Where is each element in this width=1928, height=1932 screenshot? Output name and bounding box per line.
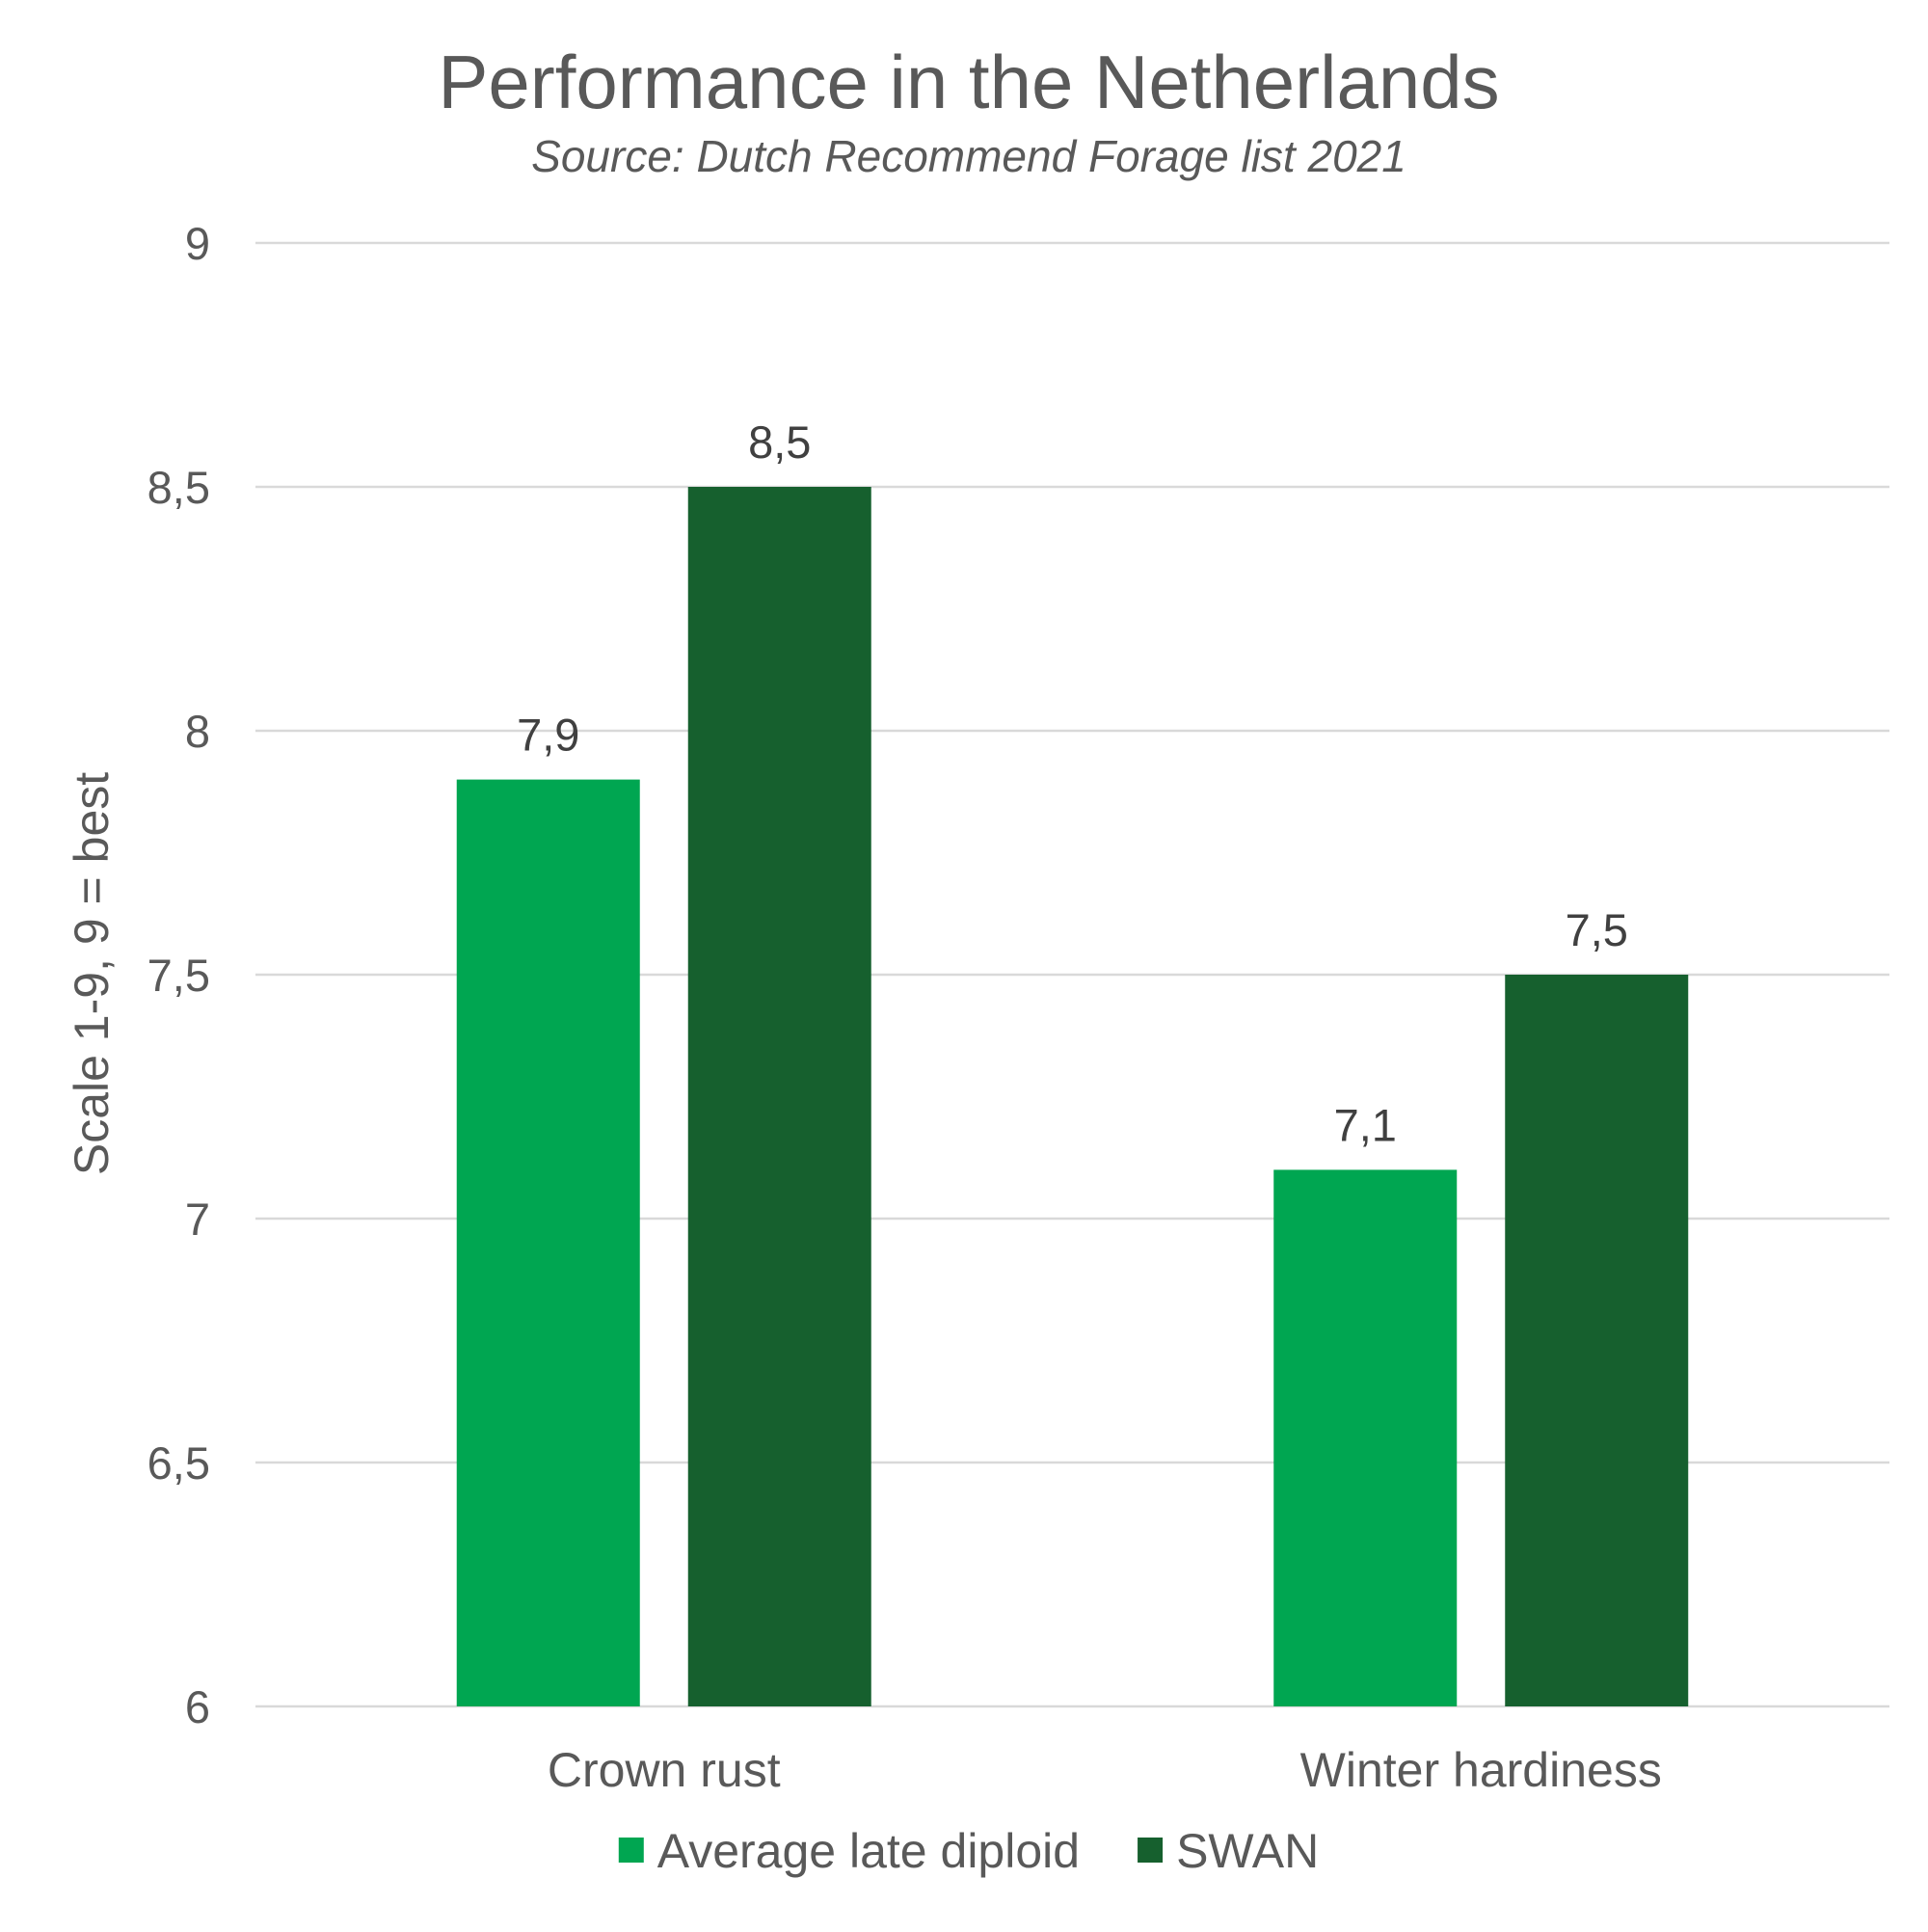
data-labels: 7,9 8,5 7,1 7,5 [517,416,1628,1150]
y-axis-title: Scale 1-9, 9 = best [65,772,119,1175]
y-tick-label: 8 [185,706,210,757]
x-tick-label: Winter hardiness [1300,1743,1662,1797]
bar [1505,975,1689,1706]
bar [456,779,640,1706]
legend-label: SWAN [1176,1824,1319,1878]
bars [456,487,1689,1706]
data-label: 7,1 [1334,1099,1397,1150]
y-tick-label: 8,5 [147,462,210,513]
data-label: 7,5 [1566,904,1628,955]
bar [1273,1169,1458,1706]
bar [687,487,871,1706]
x-tick-label: Crown rust [548,1743,781,1797]
legend: Average late diploid SWAN [618,1824,1319,1878]
data-label: 7,9 [517,710,579,761]
y-axis-tick-labels: 6 6,5 7 7,5 8 8,5 9 [147,218,210,1732]
legend-swatch [618,1838,644,1863]
y-tick-label: 7 [185,1194,210,1245]
y-tick-label: 9 [185,218,210,269]
x-axis-tick-labels: Crown rust Winter hardiness [548,1743,1662,1797]
chart-title: Performance in the Netherlands [438,40,1499,124]
y-tick-label: 7,5 [147,950,210,1001]
legend-label: Average late diploid [657,1824,1080,1878]
data-label: 8,5 [748,416,811,468]
y-tick-label: 6,5 [147,1437,210,1489]
chart-subtitle: Source: Dutch Recommend Forage list 2021 [531,131,1406,181]
legend-swatch [1138,1838,1164,1863]
y-tick-label: 6 [185,1681,210,1732]
